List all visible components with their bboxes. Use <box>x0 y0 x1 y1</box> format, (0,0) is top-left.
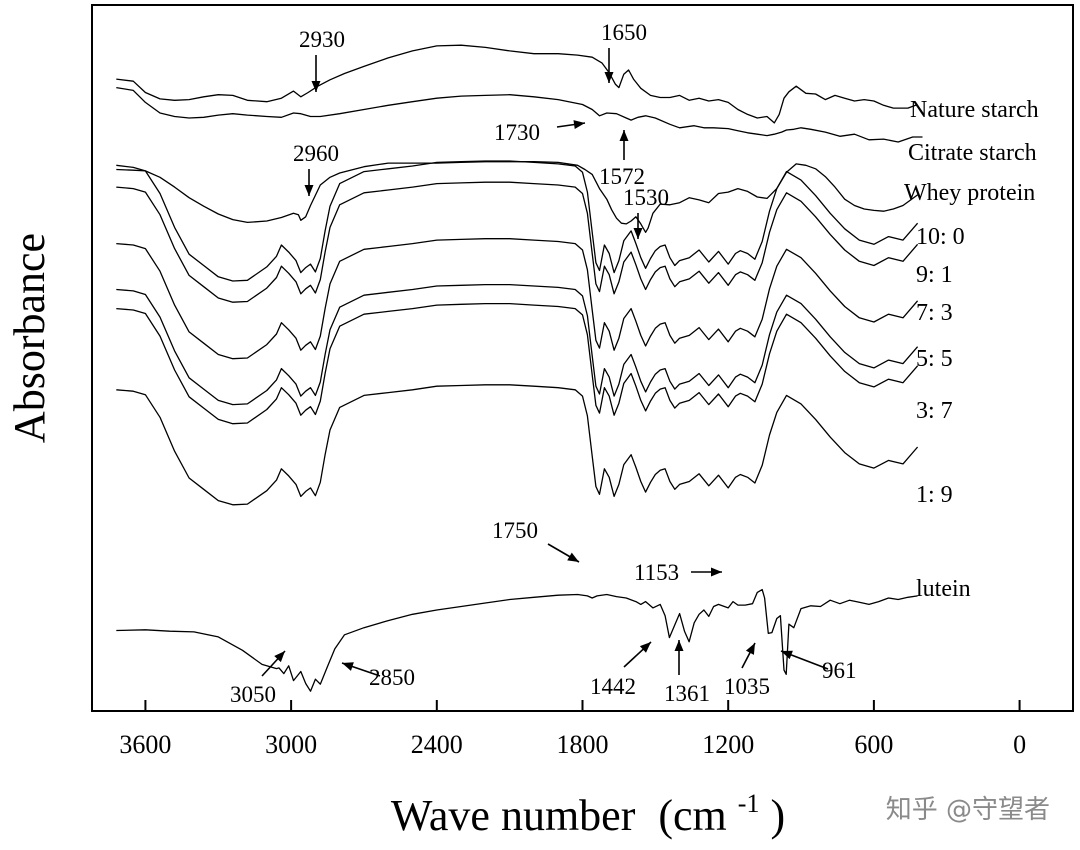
series-line-5-5 <box>116 283 919 406</box>
peak-label: 1361 <box>664 681 710 706</box>
series-line-citrate-starch <box>116 86 923 143</box>
series-label: lutein <box>916 576 971 602</box>
peak-arrow-head <box>274 651 285 663</box>
peak-label: 961 <box>822 658 857 683</box>
peak-arrow-head <box>781 650 793 660</box>
series-label: Whey protein <box>904 180 1035 206</box>
series-label: 10: 0 <box>916 224 965 250</box>
peak-arrow-head <box>311 81 321 92</box>
peak-annotations: 2930 1650 1730 1572 2960 1530 1750 1153 3050 2850… <box>230 20 857 707</box>
y-axis-title: Absorbance <box>5 233 54 443</box>
x-tick-label: 2400 <box>411 730 463 759</box>
peak-label: 2850 <box>369 665 415 690</box>
x-tick-label: 0 <box>1013 730 1026 759</box>
peak-arrow-head <box>633 228 643 239</box>
peak-label: 1035 <box>724 674 770 699</box>
x-tick-label: 600 <box>854 730 893 759</box>
peak-label: 1530 <box>623 185 669 210</box>
series-line-3-7 <box>116 302 919 425</box>
peak-label: 3050 <box>230 682 276 707</box>
series-label: 1: 9 <box>916 482 953 508</box>
series-label: 9: 1 <box>916 262 953 288</box>
peak-arrow-head <box>573 120 585 130</box>
x-tick-label: 1800 <box>557 730 609 759</box>
series-label: 3: 7 <box>916 398 953 424</box>
series-labels: Nature starch Citrate starch Whey protein 1… <box>904 97 1039 602</box>
x-tick-label: 1200 <box>702 730 754 759</box>
series-line-7-3 <box>116 238 919 360</box>
peak-label: 1442 <box>590 674 636 699</box>
peak-label: 2960 <box>293 141 339 166</box>
x-axis-unit-close: ) <box>770 791 785 840</box>
x-axis-unit-exp: -1 <box>738 789 760 818</box>
series-label: 7: 3 <box>916 300 953 326</box>
peak-arrow-head <box>567 552 579 562</box>
x-tick-label: 3000 <box>265 730 317 759</box>
x-axis-unit-base: (cm <box>658 791 726 840</box>
series-line-lutein <box>116 588 918 692</box>
x-axis-ticks: 3600 3000 2400 1800 1200 600 0 <box>119 700 1026 759</box>
x-axis-title-text: Wave number <box>391 791 636 840</box>
peak-arrow-head <box>639 642 651 653</box>
series-line-1-9 <box>116 384 919 506</box>
series-line-10-0 <box>116 160 919 282</box>
peak-arrow-head <box>619 130 629 141</box>
series-line-9-1 <box>116 181 919 303</box>
peak-arrow-head <box>674 640 684 651</box>
peak-label: 2930 <box>299 27 345 52</box>
series-label: Citrate starch <box>908 140 1037 166</box>
series-line-whey-protein <box>116 161 918 233</box>
series-line-nature-starch <box>116 44 918 124</box>
peak-arrow-head <box>342 662 354 671</box>
peak-label: 1750 <box>492 518 538 543</box>
peak-arrow-head <box>304 185 314 196</box>
peak-label: 1730 <box>494 120 540 145</box>
x-tick-label: 3600 <box>119 730 171 759</box>
peak-arrow-head <box>604 72 614 83</box>
x-axis-title: Wave number (cm -1 ) <box>391 773 785 840</box>
peak-label: 1572 <box>599 164 645 189</box>
spectrum-traces <box>116 44 923 692</box>
peak-label: 1650 <box>601 20 647 45</box>
peak-label: 1153 <box>634 560 679 585</box>
series-label: Nature starch <box>910 97 1039 123</box>
series-label: 5: 5 <box>916 346 953 372</box>
peak-arrow-head <box>711 567 722 577</box>
peak-arrow-head <box>745 643 755 655</box>
watermark-text: 知乎 @守望者 <box>885 795 1050 825</box>
